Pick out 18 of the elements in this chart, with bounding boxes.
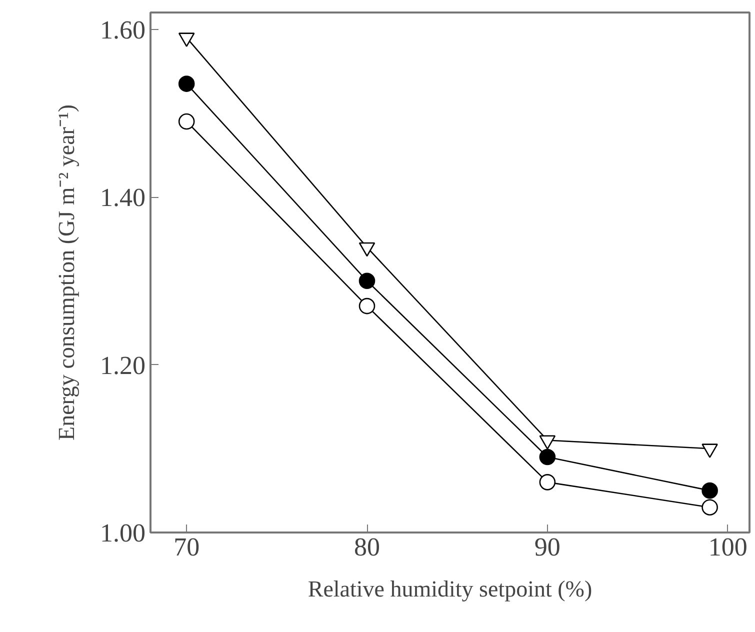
point	[539, 448, 556, 466]
y-axis-title: Energy consumption (GJ m⁻² year⁻¹)	[54, 104, 79, 440]
x-tick-label: 100	[708, 532, 748, 562]
y-tick-label: 1.20	[100, 350, 146, 380]
x-tick-label: 70	[174, 532, 200, 562]
point	[539, 474, 556, 490]
x-axis-title: Relative humidity setpoint (%)	[308, 576, 592, 602]
point	[702, 499, 718, 516]
x-tick-label: 80	[354, 532, 380, 562]
x-tick-label: 90	[534, 532, 560, 562]
point	[358, 272, 376, 290]
point	[178, 76, 195, 92]
y-tick-label: 1.60	[100, 15, 146, 44]
y-tick-label: 1.40	[100, 183, 146, 212]
point	[702, 482, 718, 499]
point	[358, 298, 376, 314]
y-tick-label: 1.00	[100, 518, 146, 548]
point	[178, 113, 195, 130]
